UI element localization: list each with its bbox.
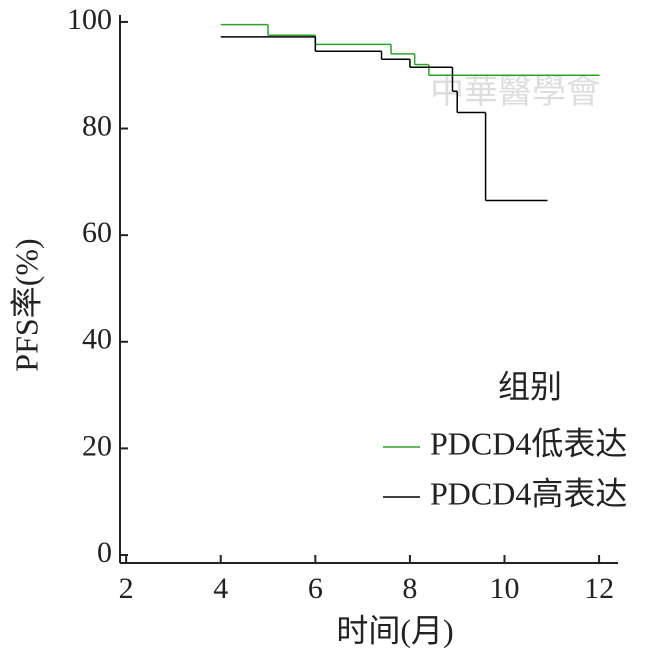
y-tick-label: 100 <box>67 3 112 36</box>
x-tick-label: 12 <box>584 572 614 605</box>
x-tick-label: 4 <box>213 572 228 605</box>
x-tick-label: 6 <box>308 572 323 605</box>
y-tick-label: 80 <box>82 109 112 142</box>
x-tick-label: 10 <box>489 572 519 605</box>
x-axis-label: 时间(月) <box>336 612 453 648</box>
y-tick-label: 60 <box>82 216 112 249</box>
legend-label: PDCD4高表达 <box>430 475 627 511</box>
y-tick-label: 0 <box>97 536 112 569</box>
y-axis-label: PFS率(%) <box>8 238 44 371</box>
y-tick-label: 40 <box>82 323 112 356</box>
x-tick-label: 8 <box>402 572 417 605</box>
legend-title: 组别 <box>498 368 562 404</box>
watermark: 中華醫學會 <box>430 73 600 111</box>
y-tick-label: 20 <box>82 429 112 462</box>
legend-label: PDCD4低表达 <box>430 425 627 461</box>
x-tick-label: 2 <box>119 572 134 605</box>
